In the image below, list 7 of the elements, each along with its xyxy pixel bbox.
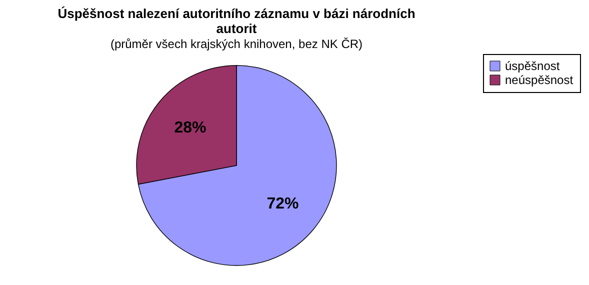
legend-label: úspěšnost [505,59,560,73]
chart-title: Úspěšnost nalezení autoritního záznamu v bázi národních autorit [58,6,416,36]
pie-slice [138,65,337,266]
data-label: 72% [266,196,299,213]
chart-subtitle: (průměr všech krajských knihoven, bez NK ČR) [110,37,363,51]
legend-label: neúspěšnost [505,73,574,87]
data-label: 28% [174,119,206,136]
